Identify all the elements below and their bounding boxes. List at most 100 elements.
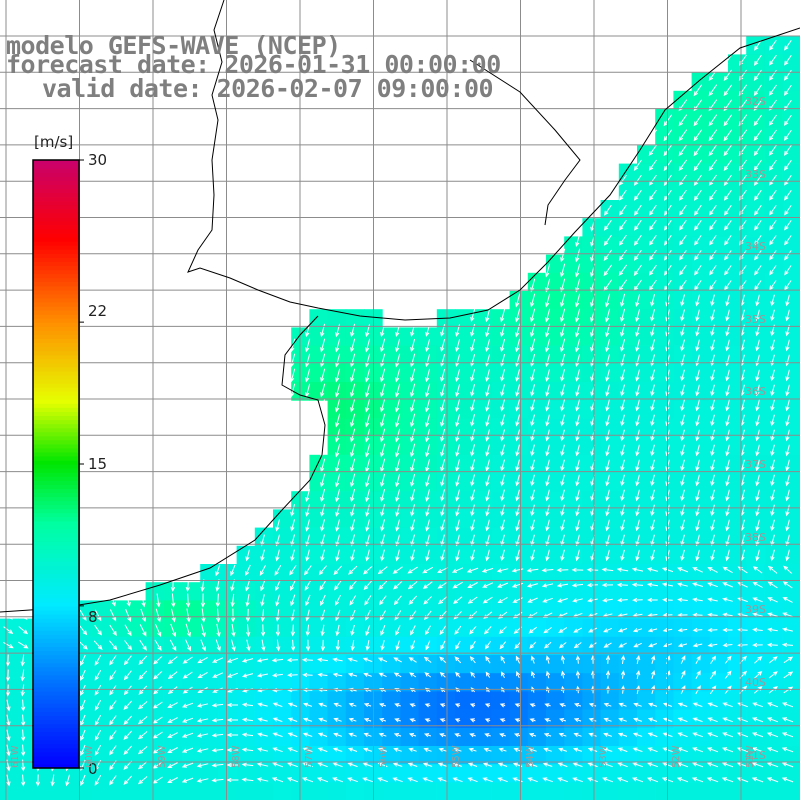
wind-speed-cell [673,527,693,547]
wind-arrow [543,733,552,738]
wind-speed-cell [273,709,292,729]
wind-arrow [424,703,431,708]
wind-arrow [320,488,326,503]
wind-speed-cell [127,636,147,656]
wind-arrow [290,579,296,592]
wind-speed-cell [746,727,765,747]
wind-arrow [710,670,717,679]
wind-arrow [751,762,764,768]
wind-arrow [94,625,102,636]
wind-speed-cell [728,564,747,583]
wind-arrow [605,504,610,517]
wind-arrow [677,762,689,768]
lon-label-55w: 55W [451,745,462,768]
wind-speed-cell [127,709,147,729]
wind-speed-cell [145,709,165,729]
wind-arrow [620,459,625,472]
wind-speed-cell [564,236,583,256]
wind-arrow [526,568,539,573]
wind-arrow [318,717,327,722]
wind-arrow [408,747,417,752]
wind-arrow [530,459,535,472]
wind-arrow [767,627,778,632]
wind-arrow [470,519,475,532]
wind-speed-cell [491,418,511,438]
wind-speed-cell [163,746,183,765]
wind-arrow [575,549,580,562]
wind-arrow [365,413,371,428]
colorbar-tick-22: 22 [88,302,108,320]
wind-speed-cell [582,673,602,692]
wind-speed-cell [309,709,329,729]
wind-arrow [708,69,718,82]
wind-speed-cell [582,254,602,274]
wind-speed-cell [600,691,620,711]
wind-arrow [20,729,26,742]
wind-speed-cell [782,673,800,692]
wind-arrow [365,368,371,383]
wind-speed-cell [436,509,456,529]
wind-arrow [211,778,224,783]
wind-arrow [257,717,268,722]
wind-arrow [483,747,492,752]
colorbar-band [33,160,79,165]
wind-speed-cell [527,400,547,419]
wind-arrow [514,703,521,708]
wind-speed-cell [546,454,565,474]
colorbar-band [33,395,79,400]
wind-speed-cell [91,600,110,620]
wind-arrow [407,566,418,574]
wind-arrow [677,643,688,648]
wind-speed-cell [728,418,747,438]
wind-speed-cell [546,636,565,656]
wind-speed-cell [527,618,547,638]
wind-arrow [755,339,760,352]
wind-arrow [467,777,478,783]
wind-arrow [6,774,11,787]
wind-arrow [693,114,703,127]
wind-arrow [545,414,550,427]
wind-arrow [393,672,402,678]
wind-speed-cell [582,363,602,383]
wind-arrow [545,384,550,397]
wind-arrow [455,489,460,502]
wind-speed-cell [527,327,547,347]
wind-arrow [260,549,265,562]
wind-arrow [527,597,538,603]
wind-speed-cell [764,218,784,237]
wind-arrow [425,458,431,473]
wind-arrow [259,564,267,576]
colorbar-band [33,419,79,425]
wind-speed-cell [637,618,656,638]
wind-speed-cell [436,491,456,510]
wind-arrow [318,565,327,576]
wind-speed-cell [345,691,365,711]
wind-speed-cell [382,564,401,583]
wind-arrow [767,702,778,708]
wind-arrow [620,504,625,517]
wind-arrow [725,294,730,307]
wind-arrow [363,580,372,590]
wind-arrow [560,414,565,427]
wind-arrow [454,718,461,723]
wind-arrow [680,444,685,457]
colorbar-band [33,224,79,230]
wind-speed-cell [600,327,620,347]
wind-speed-cell [655,382,674,401]
wind-speed-cell [473,400,492,419]
wind-arrow [710,294,715,307]
wind-speed-cell [491,345,511,365]
wind-arrow [635,339,640,352]
wind-arrow [530,278,536,293]
colorbar-band [33,597,79,603]
colorbar-band [33,459,79,465]
wind-arrow [196,763,209,768]
wind-speed-cell [491,655,511,674]
wind-arrow [425,534,430,547]
wind-speed-cell [345,382,365,401]
wind-speed-cell [673,345,693,365]
wind-speed-cell [0,709,19,729]
wind-speed-cell [673,254,693,274]
wind-speed-cell [163,600,183,620]
wind-speed-cell [764,491,784,510]
